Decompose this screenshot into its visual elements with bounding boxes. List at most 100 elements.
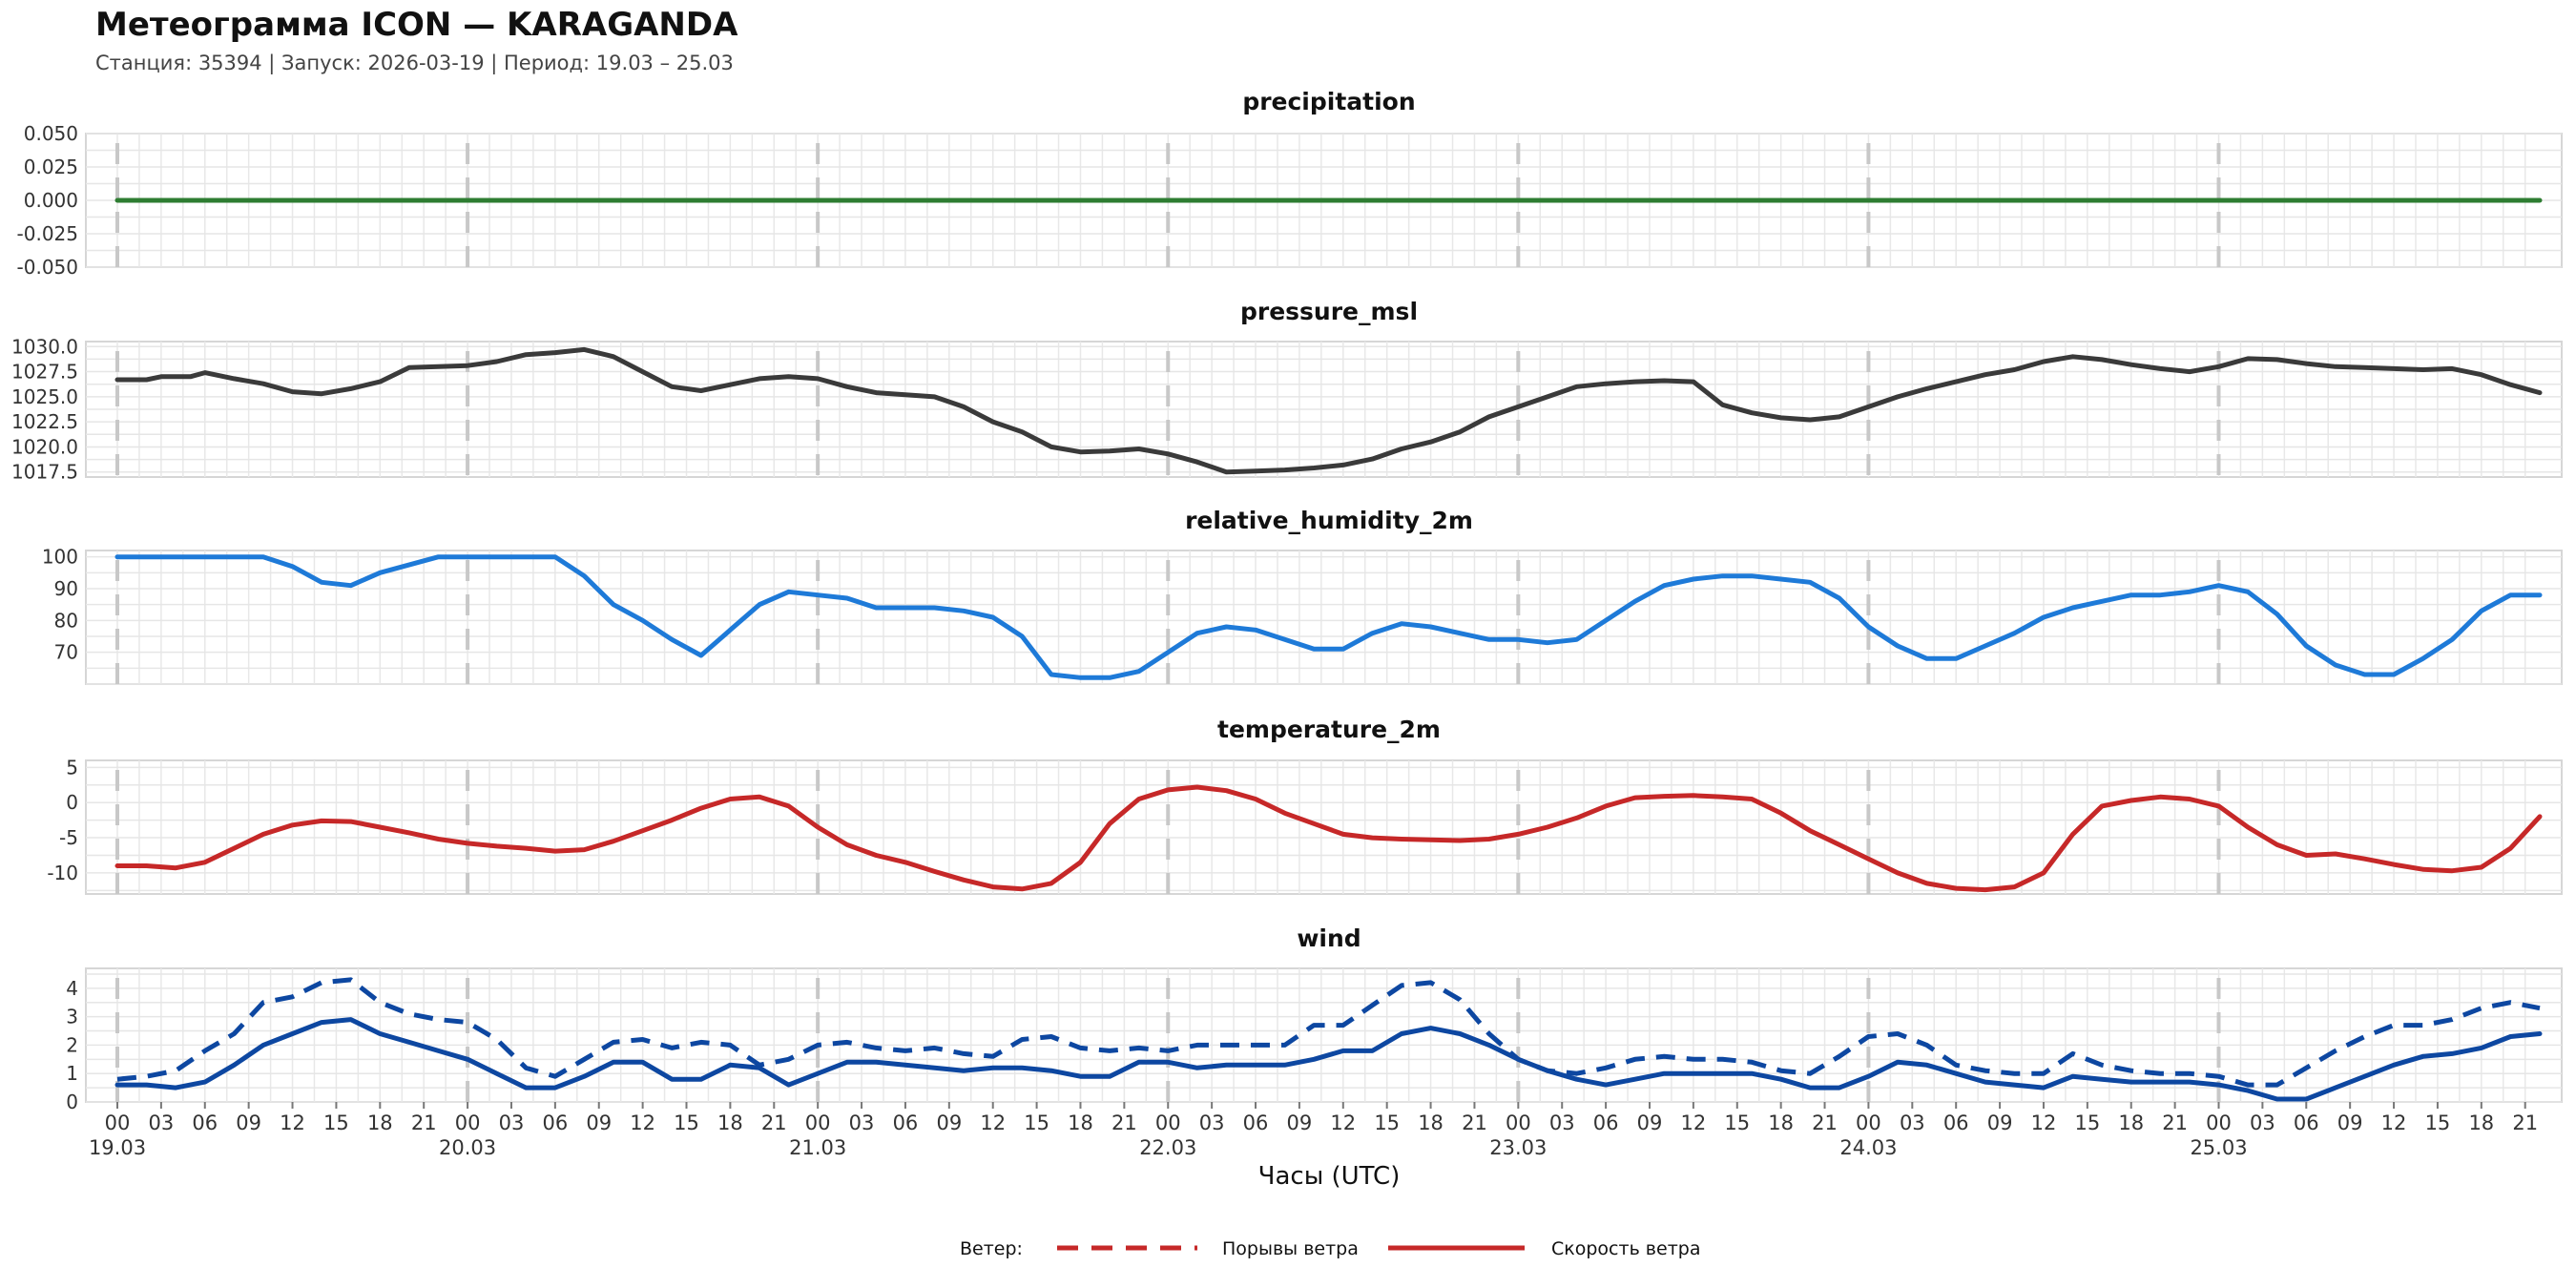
x-tick-label: 06 [893,1111,919,1134]
x-tick-label: 21 [761,1111,787,1134]
x-day-label: 21.03 [789,1136,846,1159]
y-tick-label: 0 [66,791,78,814]
y-tick-label: 1027.5 [11,361,78,384]
legend: Ветер: Порывы ветра Скорость ветра [960,1238,1700,1259]
x-tick-label: 00 [2206,1111,2232,1134]
x-tick-label: 21 [2512,1111,2538,1134]
y-tick-label: -5 [59,826,78,849]
panel-title: temperature_2m [1217,716,1441,743]
legend-title: Ветер: [960,1238,1023,1259]
x-day-label: 22.03 [1139,1136,1196,1159]
y-tick-label: 1025.0 [11,385,78,408]
legend-gust-label: Порывы ветра [1222,1238,1359,1259]
x-tick-label: 18 [1418,1111,1444,1134]
x-tick-label: 06 [1943,1111,1969,1134]
x-tick-label: 03 [1199,1111,1225,1134]
x-tick-label: 09 [2337,1111,2363,1134]
x-tick-label: 06 [1593,1111,1619,1134]
panel-temperature-2m: temperature_2m 5 0 -5 -10 [47,716,2563,895]
x-day-label: 19.03 [89,1136,146,1159]
x-tick-label: 15 [2074,1111,2100,1134]
panel-title: wind [1297,924,1361,952]
x-tick-label: 00 [805,1111,831,1134]
x-tick-label: 06 [2294,1111,2319,1134]
x-tick-label: 15 [2425,1111,2451,1134]
series-line-pressure-msl [114,346,2543,475]
x-tick-label: 00 [105,1111,131,1134]
panel-pressure-msl: pressure_msl 1030.0 1027.51025.01022.51020… [11,298,2563,484]
legend-speed-label: Скорость ветра [1551,1238,1700,1259]
y-tick-label: 4 [66,977,78,1000]
x-tick-label: 18 [717,1111,743,1134]
y-tick-label: 5 [66,756,78,779]
y-tick-label: 70 [54,641,78,664]
x-tick-label: 12 [630,1111,655,1134]
x-tick-label: 15 [1024,1111,1049,1134]
x-tick-label: 15 [323,1111,349,1134]
panel-title: relative_humidity_2m [1185,507,1473,534]
panel-title: pressure_msl [1240,298,1418,325]
x-tick-label: 21 [411,1111,437,1134]
series-line-relative-humidity-2m [114,554,2543,680]
x-tick-label: 18 [367,1111,393,1134]
x-tick-label: 21 [1462,1111,1487,1134]
y-tick-label: 80 [54,609,78,632]
x-tick-label: 00 [455,1111,481,1134]
y-tick-label: 90 [54,577,78,600]
x-tick-label: 03 [849,1111,875,1134]
x-tick-label: 12 [980,1111,1006,1134]
x-tick-label: 12 [1330,1111,1356,1134]
chart-title: Метеограмма ICON — KARAGANDA [95,6,738,44]
x-tick-label: 18 [2118,1111,2144,1134]
y-tick-label: 3 [66,1006,78,1028]
y-tick-label: 0.025 [24,156,78,178]
x-day-label: 24.03 [1839,1136,1897,1159]
x-tick-label: 21 [1812,1111,1838,1134]
panel-relative-humidity-2m: relative_humidity_2m 100 90 80 70 [42,507,2563,685]
y-tick-label: 1022.5 [11,410,78,433]
x-tick-label: 12 [280,1111,305,1134]
y-tick-label: 100 [42,546,78,569]
x-tick-label: 09 [236,1111,261,1134]
x-tick-label: 15 [1724,1111,1750,1134]
x-tick-label: 18 [1068,1111,1093,1134]
x-tick-label: 18 [1768,1111,1794,1134]
x-axis-label: Часы (UTC) [1258,1162,1401,1191]
x-tick-label: 09 [586,1111,612,1134]
y-tick-label: 1 [66,1062,78,1085]
x-tick-label: 12 [2031,1111,2057,1134]
panel-wind: wind 4 3 2 1 0 [66,924,2563,1113]
panel-frame [85,550,2563,685]
x-tick-label: 12 [2381,1111,2407,1134]
x-tick-label: 03 [499,1111,525,1134]
x-tick-label: 03 [149,1111,175,1134]
y-tick-label: 0 [66,1091,78,1113]
y-tick-label: -0.050 [17,256,78,279]
y-tick-label: 1030.0 [11,335,78,358]
x-tick-label: 09 [936,1111,962,1134]
x-tick-label: 00 [1506,1111,1531,1134]
series-line-temperature-2m [114,784,2543,893]
y-tick-label: 2 [66,1033,78,1056]
x-tick-label: 21 [1111,1111,1137,1134]
y-tick-label: 0.050 [24,122,78,145]
chart-subtitle: Станция: 35394 | Запуск: 2026-03-19 | Пе… [95,52,734,74]
x-tick-label: 12 [1681,1111,1707,1134]
y-tick-label: -10 [47,862,78,884]
y-tick-label: 0.000 [24,189,78,212]
x-tick-label: 00 [1155,1111,1181,1134]
x-tick-label: 09 [1287,1111,1313,1134]
x-tick-label: 06 [1243,1111,1269,1134]
x-tick-label: 03 [1549,1111,1575,1134]
x-tick-label: 18 [2468,1111,2494,1134]
series-line-speed [114,1017,2543,1102]
x-tick-label: 03 [1900,1111,1925,1134]
panel-title: precipitation [1242,88,1415,115]
y-tick-label: 1017.5 [11,461,78,484]
x-tick-label: 15 [1374,1111,1400,1134]
x-tick-label: 03 [2250,1111,2275,1134]
y-tick-label: 1020.0 [11,435,78,458]
x-tick-label: 09 [1987,1111,2013,1134]
panel-precipitation: precipitation 0.050 0.025 0.000 -0.025 -0.050 [17,88,2563,279]
